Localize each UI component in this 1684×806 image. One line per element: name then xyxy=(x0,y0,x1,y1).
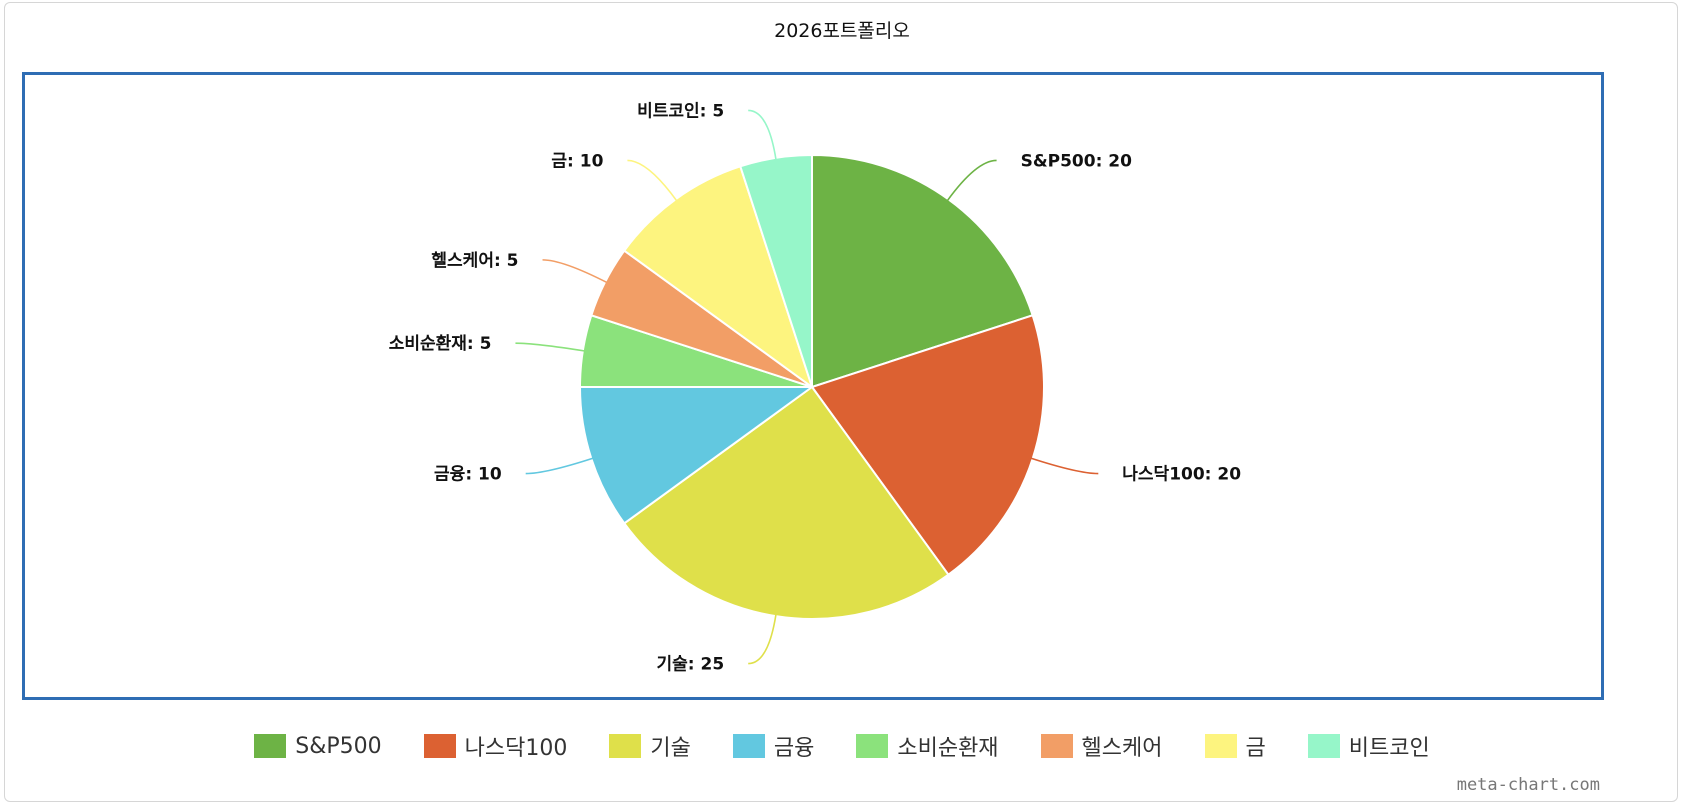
leader-line xyxy=(542,259,608,284)
slice-label: S&P500: 20 xyxy=(1021,151,1133,171)
legend-label: 나스닥100 xyxy=(464,736,568,761)
legend-swatch xyxy=(423,734,456,758)
slice-label: 기술: 25 xyxy=(657,655,725,675)
legend-label: 금 xyxy=(1245,736,1266,761)
leader-line xyxy=(525,457,594,475)
legend-swatch xyxy=(856,734,889,758)
legend-swatch xyxy=(1204,734,1237,758)
legend-item-sp500[interactable]: S&P500 xyxy=(254,733,382,759)
legend-label: 소비순환재 xyxy=(897,736,999,761)
legend-swatch xyxy=(609,734,642,758)
legend-item-tech[interactable]: 기술 xyxy=(609,730,691,762)
leader-line xyxy=(748,614,777,665)
leader-line xyxy=(515,342,585,352)
slice-label: 헬스케어: 5 xyxy=(431,251,518,271)
legend: S&P500 나스닥100 기술 금융 소비순환재 헬스케어 금 비트코인 xyxy=(0,730,1684,762)
plot-area xyxy=(22,72,1604,700)
legend-label: 헬스케어 xyxy=(1081,736,1163,761)
legend-item-healthcare[interactable]: 헬스케어 xyxy=(1040,730,1163,762)
legend-label: 금융 xyxy=(773,736,815,761)
legend-item-finance[interactable]: 금융 xyxy=(732,730,815,762)
slice-label: 금: 10 xyxy=(551,151,603,171)
legend-swatch xyxy=(732,734,765,758)
legend-swatch xyxy=(1040,734,1073,758)
slice-label: 나스닥100: 20 xyxy=(1122,465,1241,485)
slice-label: 비트코인: 5 xyxy=(637,101,724,121)
legend-label: 기술 xyxy=(650,736,691,761)
slice-label: 금융: 10 xyxy=(434,465,502,485)
legend-label: 비트코인 xyxy=(1348,736,1430,761)
legend-swatch xyxy=(254,734,287,758)
watermark: meta-chart.com xyxy=(1456,775,1600,795)
leader-line xyxy=(748,109,777,160)
leader-line xyxy=(627,159,678,202)
legend-item-bitcoin[interactable]: 비트코인 xyxy=(1307,730,1430,762)
chart-title: 2026포트폴리오 xyxy=(774,20,910,42)
legend-swatch xyxy=(1307,734,1340,758)
slice-label: 소비순환재: 5 xyxy=(389,334,492,354)
legend-item-nasdaq100[interactable]: 나스닥100 xyxy=(423,730,568,762)
legend-item-gold[interactable]: 금 xyxy=(1204,730,1266,762)
leader-line xyxy=(1030,457,1099,475)
legend-item-consumer-cyclical[interactable]: 소비순환재 xyxy=(856,730,999,762)
legend-label: S&P500 xyxy=(295,733,382,759)
leader-line xyxy=(946,159,997,202)
